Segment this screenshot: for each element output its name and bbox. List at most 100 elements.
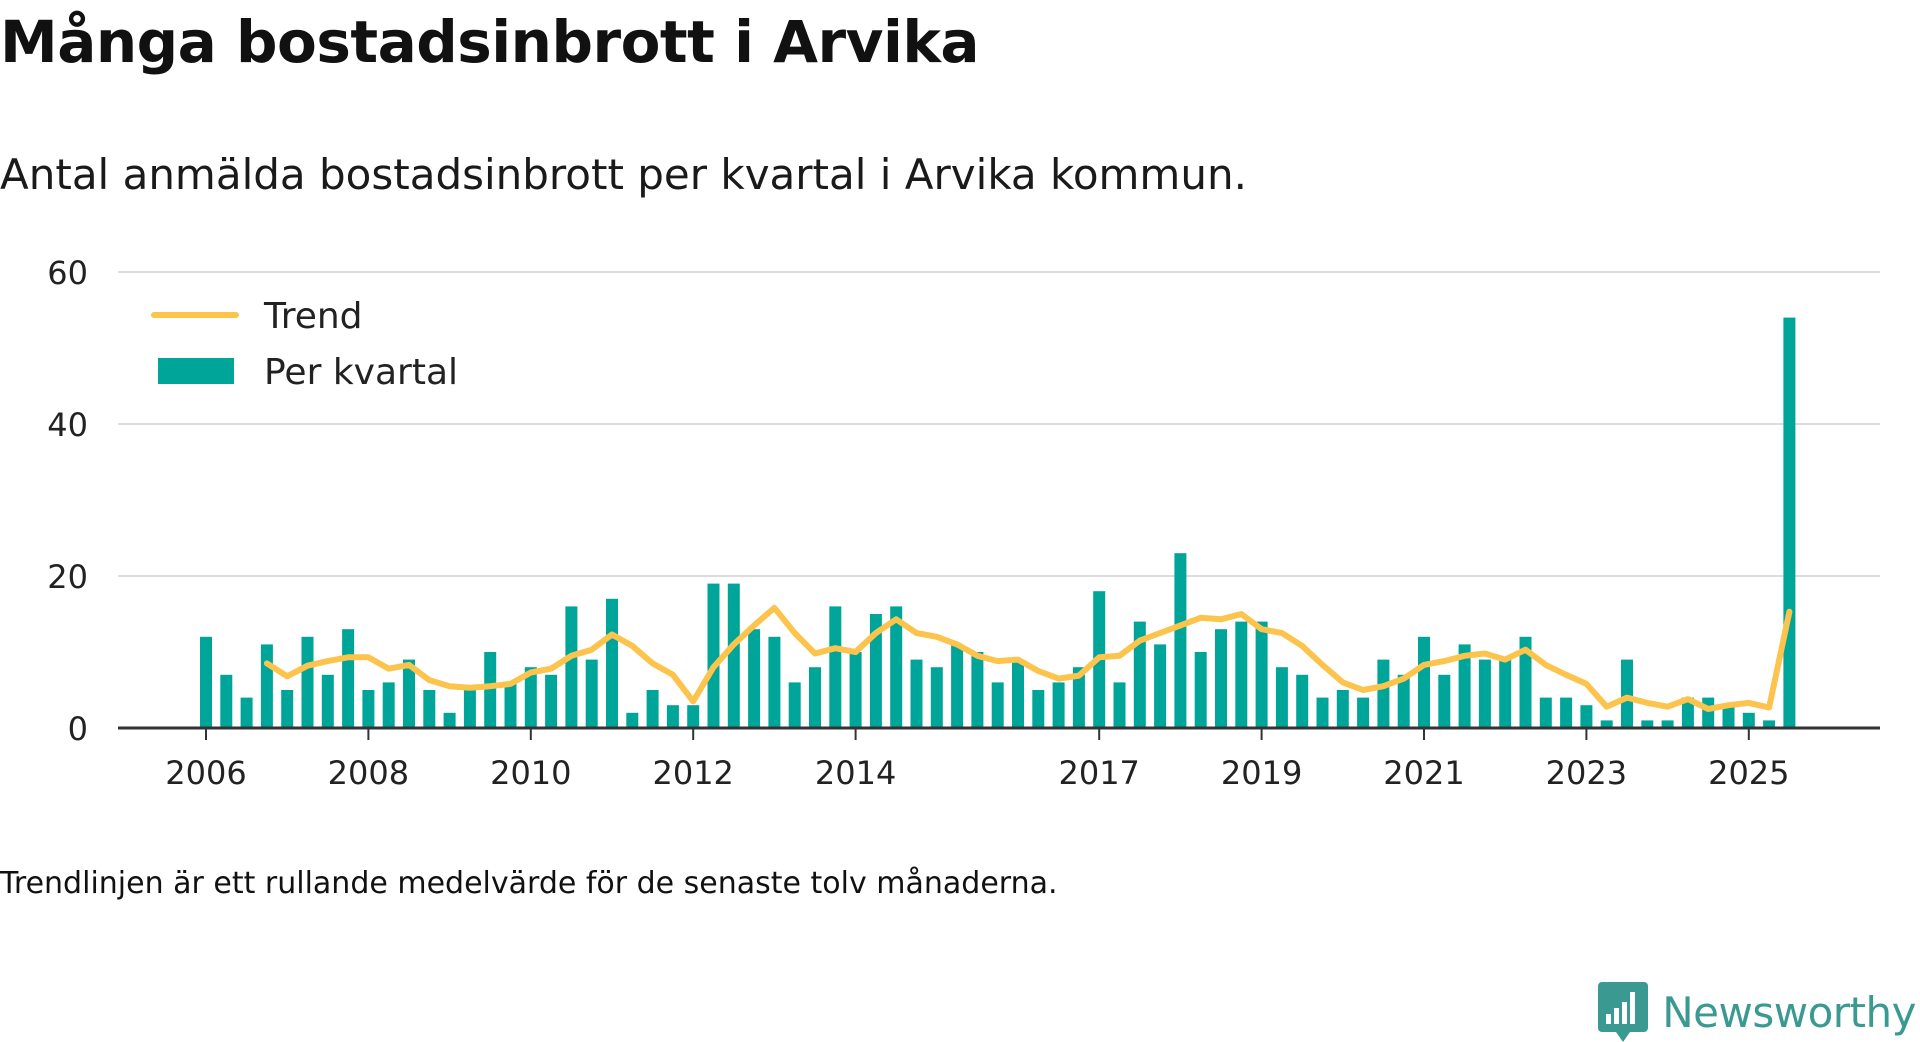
bar: [1275, 667, 1288, 728]
x-tick-label: 2021: [1383, 754, 1464, 790]
bar: [748, 629, 761, 728]
x-tick-label: 2012: [652, 754, 733, 790]
bar: [1539, 697, 1552, 728]
bar: [646, 690, 659, 728]
bar: [1438, 674, 1451, 728]
bar: [362, 690, 375, 728]
bar: [666, 705, 679, 728]
legend: Trend Per kvartal: [151, 296, 458, 393]
bar: [890, 606, 903, 728]
x-tick-label: 2008: [328, 754, 409, 790]
grid-lines: [118, 271, 1880, 577]
bar: [220, 674, 233, 728]
bar: [1478, 659, 1491, 728]
axes: 0 20 40 60 2006 2008 2010 2012 2014 2017 2019 2021 2…: [47, 254, 1880, 790]
bar: [565, 606, 578, 728]
bar: [1722, 705, 1735, 728]
bar: [403, 659, 415, 728]
bar: [951, 644, 964, 728]
bar: [849, 652, 862, 728]
bar: [342, 629, 355, 728]
bar: [443, 712, 456, 728]
legend-trend-label: Trend: [263, 296, 363, 337]
bar: [727, 583, 740, 728]
bar: [1377, 659, 1390, 728]
bar: [1215, 629, 1227, 728]
bar: [301, 636, 314, 728]
bar: [1235, 621, 1248, 728]
bar: [1560, 697, 1573, 728]
newsworthy-logo-icon: [1598, 982, 1649, 1042]
bar: [869, 614, 882, 728]
bar: [626, 712, 639, 728]
x-tick-label: 2019: [1221, 754, 1302, 790]
bar: [1357, 697, 1370, 728]
bar: [240, 697, 253, 728]
x-tick-label: 2025: [1708, 754, 1789, 790]
bar: [1763, 720, 1776, 728]
bar: [1397, 674, 1410, 728]
bar: [1316, 697, 1329, 728]
bar: [1296, 674, 1309, 728]
bar: [504, 682, 517, 728]
bar: [1681, 697, 1694, 728]
bar: [281, 690, 294, 728]
bar: [545, 674, 558, 728]
trend-line: [263, 604, 1793, 712]
bar: [809, 667, 821, 728]
x-tick-label: 2023: [1546, 754, 1627, 790]
bar: [971, 652, 984, 728]
bar: [687, 705, 700, 728]
bar: [1600, 720, 1613, 728]
chart-title: Många bostadsinbrott i Arvika: [0, 8, 980, 76]
chart-subtitle: Antal anmälda bostadsinbrott per kvartal…: [0, 150, 1247, 199]
bar: [1133, 621, 1146, 728]
bar: [423, 690, 436, 728]
chart: 0 20 40 60 2006 2008 2010 2012 2014 2017 2019 2021 2…: [47, 254, 1880, 790]
line-series-trend: [263, 604, 1793, 712]
y-tick-label: 60: [47, 254, 88, 292]
bar: [707, 583, 720, 728]
bar: [1499, 659, 1512, 728]
bar: [1113, 682, 1126, 728]
bar: [1052, 682, 1065, 728]
x-tick-label: 2006: [165, 754, 246, 790]
bar: [484, 652, 497, 728]
x-tick-label: 2010: [490, 754, 571, 790]
legend-bar-label: Per kvartal: [264, 352, 458, 393]
y-tick-label: 40: [47, 406, 88, 444]
y-tick-label: 20: [47, 558, 88, 596]
bar: [788, 682, 801, 728]
bar: [910, 659, 923, 728]
bar: [1661, 720, 1674, 728]
x-tick-label: 2014: [815, 754, 896, 790]
bar: [382, 682, 395, 728]
bar: [1702, 697, 1715, 728]
bar: [1621, 659, 1633, 728]
bar: [1641, 720, 1654, 728]
bar: [930, 667, 943, 728]
brand: Newsworthy: [1598, 982, 1916, 1042]
y-tick-label: 0: [68, 710, 88, 748]
bar: [1418, 636, 1430, 728]
bar: [768, 636, 781, 728]
x-tick-label: 2017: [1058, 754, 1139, 790]
bar: [606, 598, 618, 728]
bar: [991, 682, 1004, 728]
bar: [1032, 690, 1045, 728]
bar-series-per-kvartal: [200, 317, 1796, 728]
bar: [321, 674, 334, 728]
bar: [1012, 659, 1024, 728]
bar: [1580, 705, 1593, 728]
bar: [1783, 317, 1796, 728]
bar: [829, 606, 842, 728]
brand-name: Newsworthy: [1662, 987, 1916, 1037]
bar: [585, 659, 598, 728]
legend-bar-swatch: [158, 358, 234, 384]
footnote: Trendlinjen är ett rullande medelvärde f…: [0, 866, 1058, 901]
bar: [1194, 652, 1207, 728]
bar: [1742, 712, 1755, 728]
bar: [1519, 636, 1532, 728]
bar: [1174, 553, 1187, 728]
bar: [260, 644, 273, 728]
